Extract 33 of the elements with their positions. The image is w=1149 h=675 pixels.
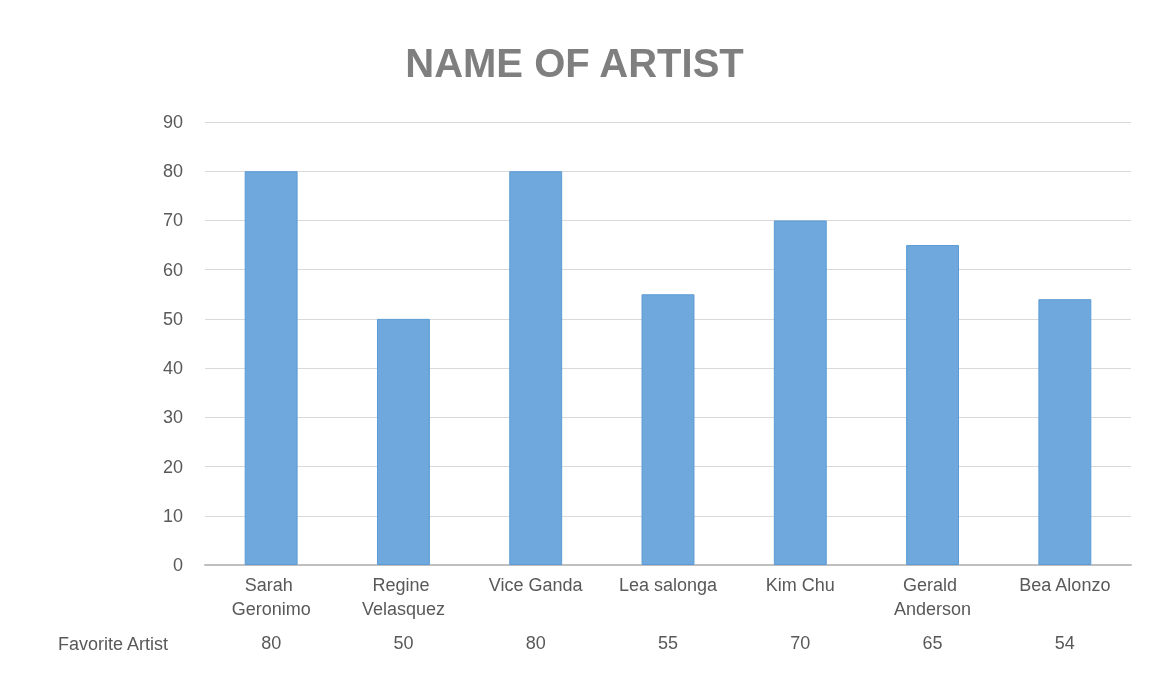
data-label: 54 — [1054, 633, 1075, 653]
data-label: 65 — [922, 633, 943, 653]
y-tick-label: 0 — [172, 555, 183, 575]
bar — [1038, 299, 1092, 565]
y-tick-label: 60 — [162, 259, 183, 280]
data-label: 70 — [790, 633, 811, 653]
x-tick-label: Vice Ganda — [488, 575, 584, 595]
y-tick-label: 30 — [162, 407, 183, 428]
chart-title: NAME OF ARTIST — [405, 41, 744, 85]
x-tick-label: Regine Velasquez — [361, 575, 445, 619]
y-tick-label: 40 — [162, 358, 183, 379]
bar — [906, 245, 960, 565]
x-tick-label: Bea Alonzo — [1019, 575, 1111, 595]
y-tick-label: 50 — [162, 308, 183, 329]
bar — [509, 171, 563, 565]
y-tick-label: 70 — [162, 210, 183, 231]
bar — [773, 220, 827, 565]
x-tick-label: Kim Chu — [765, 575, 835, 595]
y-tick-label: 10 — [162, 505, 183, 526]
text: Favorite Artist — [58, 634, 169, 654]
y-tick-label: 80 — [162, 161, 183, 182]
data-label: 55 — [657, 633, 679, 653]
bar — [641, 294, 695, 565]
x-tick-label: Sarah Geronimo — [231, 575, 311, 619]
data-label: 50 — [393, 633, 414, 653]
data-label: 80 — [261, 633, 282, 653]
data-label: 80 — [525, 633, 546, 653]
bar — [244, 171, 298, 565]
bar — [376, 318, 430, 565]
x-tick-label: Gerald Anderson — [894, 575, 972, 619]
y-tick-label: 90 — [162, 112, 183, 132]
x-tick-label: Lea salonga — [618, 575, 719, 595]
y-tick-label: 20 — [162, 456, 183, 477]
